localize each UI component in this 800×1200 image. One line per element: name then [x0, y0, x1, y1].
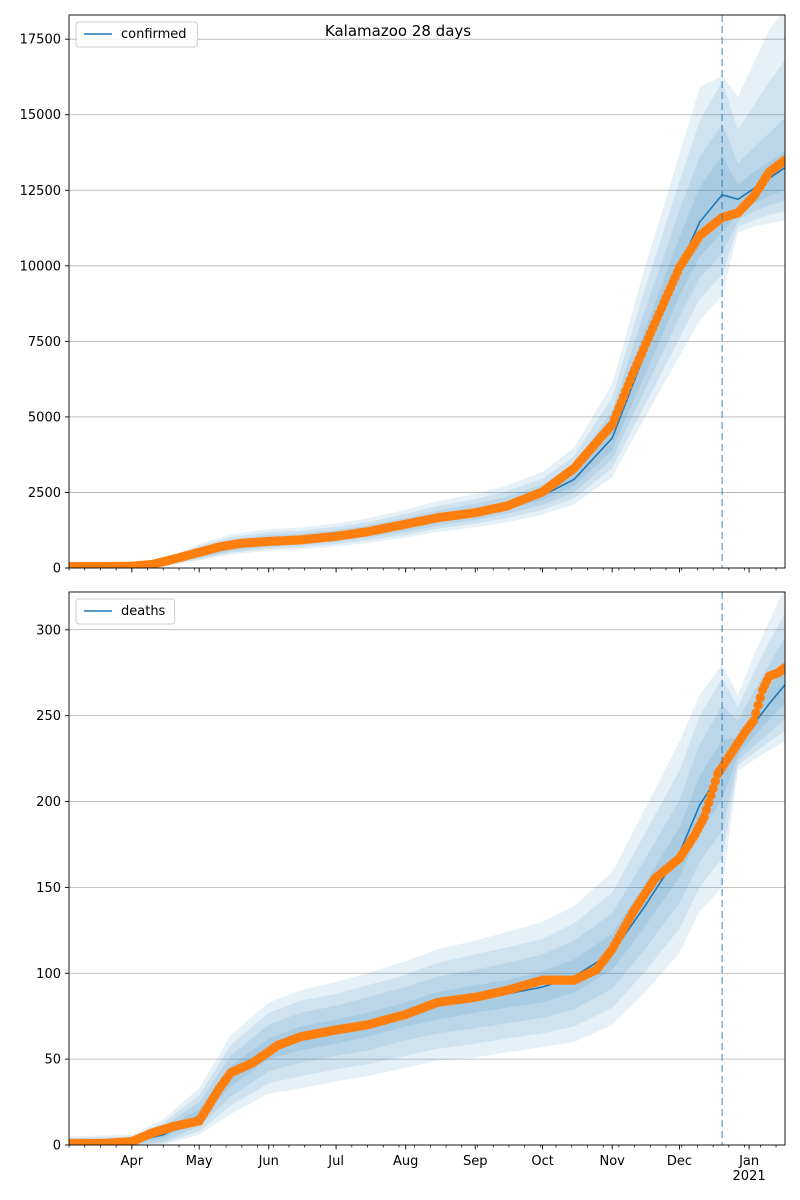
deaths-ytick-label: 150 — [36, 881, 61, 896]
confirmed-plot-area — [69, 15, 785, 568]
deaths-ytick-label: 100 — [36, 967, 61, 982]
deaths-ytick-label: 0 — [53, 1139, 61, 1154]
deaths-observed-point — [708, 783, 718, 794]
deaths-observed-point — [704, 798, 714, 808]
deaths-xtick-label: Aug — [393, 1154, 418, 1169]
deaths-observed-point — [753, 700, 763, 710]
deaths-xtick-label: Apr — [121, 1154, 144, 1169]
deaths-observed-point — [755, 693, 765, 703]
confirmed-ytick-label: 0 — [53, 562, 61, 577]
deaths-ytick-label: 250 — [36, 709, 61, 724]
deaths-observed-point — [699, 812, 709, 822]
confirmed-panel: 0 2500 5000 7500 10000 12500 15000 17500 confirm… — [20, 14, 786, 577]
deaths-xtick-label: Oct — [531, 1154, 553, 1169]
confirmed-band-80-band — [69, 117, 785, 567]
deaths-xtick-label: Dec — [667, 1154, 692, 1169]
deaths-observed-point — [701, 805, 712, 815]
confirmed-ytick-label: 5000 — [28, 410, 61, 425]
confirmed-ytick-label: 7500 — [28, 335, 61, 350]
deaths-observed-point — [706, 790, 716, 801]
deaths-legend-box — [75, 598, 176, 625]
confirmed-observed-series — [69, 155, 785, 568]
deaths-xtick-label: Jan — [738, 1154, 759, 1169]
deaths-legend-label: deaths — [121, 604, 166, 619]
figure-title: Kalamazoo 28 days — [325, 22, 471, 40]
deaths-ytick-label: 50 — [44, 1053, 61, 1068]
confirmed-ytick-label: 12500 — [20, 184, 61, 199]
deaths-ytick-label: 300 — [36, 623, 61, 638]
deaths-band-95-band — [69, 612, 785, 1145]
confirmed-legend-box — [75, 21, 198, 48]
deaths-observed-point — [749, 716, 759, 726]
confirmed-ytick-label: 2500 — [28, 486, 61, 501]
confirmed-legend: confirmed — [75, 21, 198, 48]
deaths-band-80-band — [69, 636, 785, 1145]
confirmed-band-95-band — [69, 60, 785, 567]
confirmed-ytick-label: 10000 — [20, 259, 61, 274]
deaths-band-99-band — [69, 592, 785, 1145]
deaths-ytick-label: 200 — [36, 795, 61, 810]
deaths-observed-point — [780, 663, 785, 673]
deaths-observed-point — [751, 708, 761, 718]
confirmed-axes-frame — [68, 14, 786, 569]
confirmed-ytick-label: 17500 — [20, 33, 61, 48]
confirmed-legend-label: confirmed — [121, 27, 187, 42]
confirmed-ytick-label: 15000 — [20, 108, 61, 123]
deaths-xtick-label: Nov — [599, 1154, 625, 1169]
deaths-xtick-label: Jun — [258, 1154, 279, 1169]
deaths-xtick-label: 2021 — [733, 1169, 766, 1184]
deaths-xtick-label: Sep — [463, 1154, 488, 1169]
deaths-panel: 0 50 100 150 200 250 300 Apr May Jun Jul Aug Sep Oct N… — [36, 591, 786, 1184]
deaths-xtick-label: Jul — [327, 1154, 344, 1169]
confirmed-observed-point — [780, 155, 785, 165]
deaths-plot-area — [69, 592, 785, 1145]
deaths-xtick-label: May — [186, 1154, 213, 1169]
deaths-axes-frame — [68, 591, 786, 1146]
deaths-legend: deaths — [75, 598, 176, 625]
deaths-observed-point — [710, 776, 721, 786]
